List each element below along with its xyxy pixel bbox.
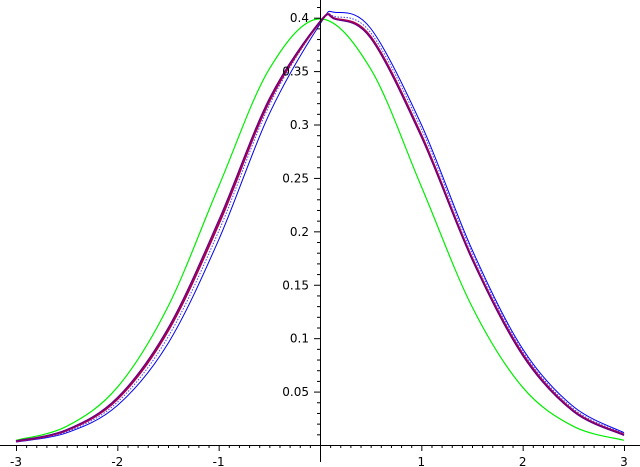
x-tick-label: 2 [519,455,527,467]
x-axis-ticks: -3 -2 -1 1 2 3 [10,445,628,467]
y-tick-label: 0.05 [282,385,309,399]
y-tick-label: 0.3 [290,118,309,132]
y-tick-label: 0.1 [290,332,309,346]
series-line-3 [15,12,625,443]
y-tick-label: 0.25 [282,171,309,185]
x-tick-label: -2 [111,455,123,467]
y-axis-ticks: 0.05 0.1 0.15 0.2 0.25 0.3 0.35 0.4 [282,7,320,436]
x-tick-label: 1 [418,455,426,467]
x-tick-label: 3 [620,455,628,467]
y-tick-label: 0.35 [282,65,309,79]
x-tick-label: -3 [10,455,22,467]
x-tick-label: -1 [213,455,225,467]
y-tick-label: 0.15 [282,278,309,292]
series-line-2 [15,10,625,443]
y-tick-label: 0.2 [290,225,309,239]
y-tick-label: 0.4 [290,11,309,25]
series-line-5 [15,13,625,442]
